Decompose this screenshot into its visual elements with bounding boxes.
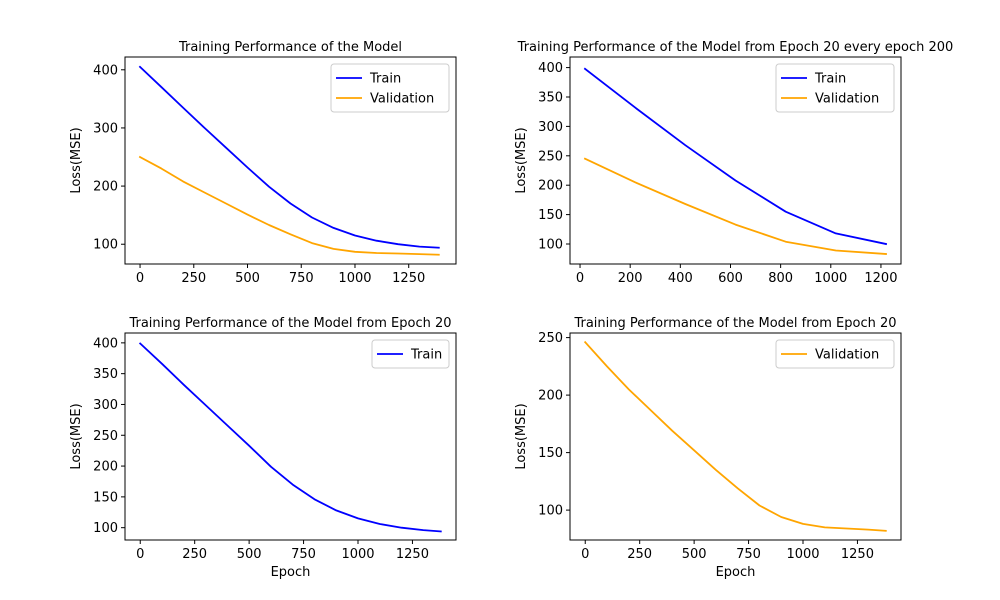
legend-label-validation: Validation bbox=[815, 348, 879, 363]
x-axis-label: Epoch bbox=[716, 565, 756, 580]
series-line-train bbox=[583, 67, 888, 246]
axes-frame bbox=[124, 56, 457, 265]
x-tick-label: 1200 bbox=[864, 271, 897, 286]
x-tick-label: 500 bbox=[237, 547, 262, 562]
x-axis-label: Epoch bbox=[271, 565, 311, 580]
chart-title: Training Performance of the Model bbox=[178, 40, 402, 55]
y-axis-label: Loss(MSE) bbox=[69, 127, 84, 193]
axes-frame bbox=[124, 332, 457, 541]
x-tick-label: 1250 bbox=[396, 547, 429, 562]
y-axis-label: Loss(MSE) bbox=[514, 127, 529, 193]
x-tick-label: 250 bbox=[182, 547, 207, 562]
legend-box bbox=[371, 339, 450, 369]
y-tick-label: 300 bbox=[538, 120, 563, 135]
x-tick-label: 1000 bbox=[814, 271, 847, 286]
series-line-validation bbox=[583, 340, 887, 532]
x-tick-label: 750 bbox=[289, 271, 314, 286]
x-tick-label: 750 bbox=[736, 547, 761, 562]
series-line-train bbox=[138, 342, 442, 533]
x-tick-label: 250 bbox=[181, 271, 206, 286]
legend: Train Validation bbox=[330, 63, 450, 113]
x-tick-label: 250 bbox=[627, 547, 652, 562]
y-axis-label: Loss(MSE) bbox=[514, 403, 529, 469]
legend-label-train: Train bbox=[814, 72, 846, 87]
y-tick-label: 250 bbox=[93, 429, 118, 444]
x-tick-label: 500 bbox=[682, 547, 707, 562]
subplot-2: Training Performance of the Model from E… bbox=[514, 40, 953, 286]
y-tick-label: 350 bbox=[538, 90, 563, 105]
x-tick-label: 1000 bbox=[338, 271, 371, 286]
subplot-4: Training Performance of the Model from E… bbox=[514, 316, 902, 580]
y-tick-label: 100 bbox=[93, 238, 118, 253]
legend-label-validation: Validation bbox=[370, 92, 434, 107]
y-tick-label: 300 bbox=[93, 121, 118, 136]
x-tick-label: 1250 bbox=[841, 547, 874, 562]
y-tick-label: 100 bbox=[538, 238, 563, 253]
x-tick-label: 1000 bbox=[341, 547, 374, 562]
axes-frame bbox=[569, 332, 902, 541]
subplot-3: Training Performance of the Model from E… bbox=[69, 316, 457, 580]
y-tick-label: 200 bbox=[538, 179, 563, 194]
legend-box bbox=[330, 63, 450, 113]
y-tick-label: 250 bbox=[538, 331, 563, 346]
y-tick-label: 400 bbox=[93, 336, 118, 351]
y-tick-label: 250 bbox=[538, 149, 563, 164]
legend-box bbox=[775, 339, 895, 369]
x-tick-label: 0 bbox=[581, 547, 589, 562]
chart-title: Training Performance of the Model from E… bbox=[517, 40, 954, 55]
series-line-validation bbox=[583, 157, 887, 255]
y-tick-label: 400 bbox=[93, 63, 118, 78]
y-tick-label: 150 bbox=[538, 208, 563, 223]
legend-label-train: Train bbox=[369, 72, 401, 87]
series-line-validation bbox=[138, 155, 440, 256]
legend-label-train: Train bbox=[410, 348, 442, 363]
y-tick-label: 200 bbox=[538, 389, 563, 404]
legend: Validation bbox=[775, 339, 895, 369]
y-tick-label: 100 bbox=[93, 521, 118, 536]
y-axis-label: Loss(MSE) bbox=[69, 403, 84, 469]
legend: Train Validation bbox=[775, 63, 895, 113]
x-tick-label: 0 bbox=[136, 547, 144, 562]
x-tick-label: 1250 bbox=[392, 271, 425, 286]
y-tick-label: 200 bbox=[93, 460, 118, 475]
axes-frame bbox=[569, 56, 902, 265]
legend: Train bbox=[371, 339, 450, 369]
y-tick-label: 200 bbox=[93, 180, 118, 195]
x-tick-label: 1000 bbox=[786, 547, 819, 562]
legend-label-validation: Validation bbox=[815, 92, 879, 107]
subplot-1: Training Performance of the Model 0 250 500… bbox=[69, 40, 457, 286]
legend-box bbox=[775, 63, 895, 113]
chart-title: Training Performance of the Model from E… bbox=[573, 316, 896, 331]
series-line-train bbox=[138, 65, 440, 249]
y-tick-label: 100 bbox=[538, 504, 563, 519]
x-tick-label: 0 bbox=[136, 271, 144, 286]
x-tick-label: 0 bbox=[576, 271, 584, 286]
x-tick-label: 400 bbox=[668, 271, 693, 286]
y-tick-label: 350 bbox=[93, 367, 118, 382]
x-tick-label: 500 bbox=[235, 271, 260, 286]
y-tick-label: 300 bbox=[93, 398, 118, 413]
x-tick-label: 600 bbox=[718, 271, 743, 286]
x-tick-label: 200 bbox=[618, 271, 643, 286]
chart-title: Training Performance of the Model from E… bbox=[128, 316, 451, 331]
x-tick-label: 800 bbox=[768, 271, 793, 286]
y-tick-label: 150 bbox=[538, 446, 563, 461]
x-tick-label: 750 bbox=[291, 547, 316, 562]
y-tick-label: 150 bbox=[93, 490, 118, 505]
y-tick-label: 400 bbox=[538, 61, 563, 76]
